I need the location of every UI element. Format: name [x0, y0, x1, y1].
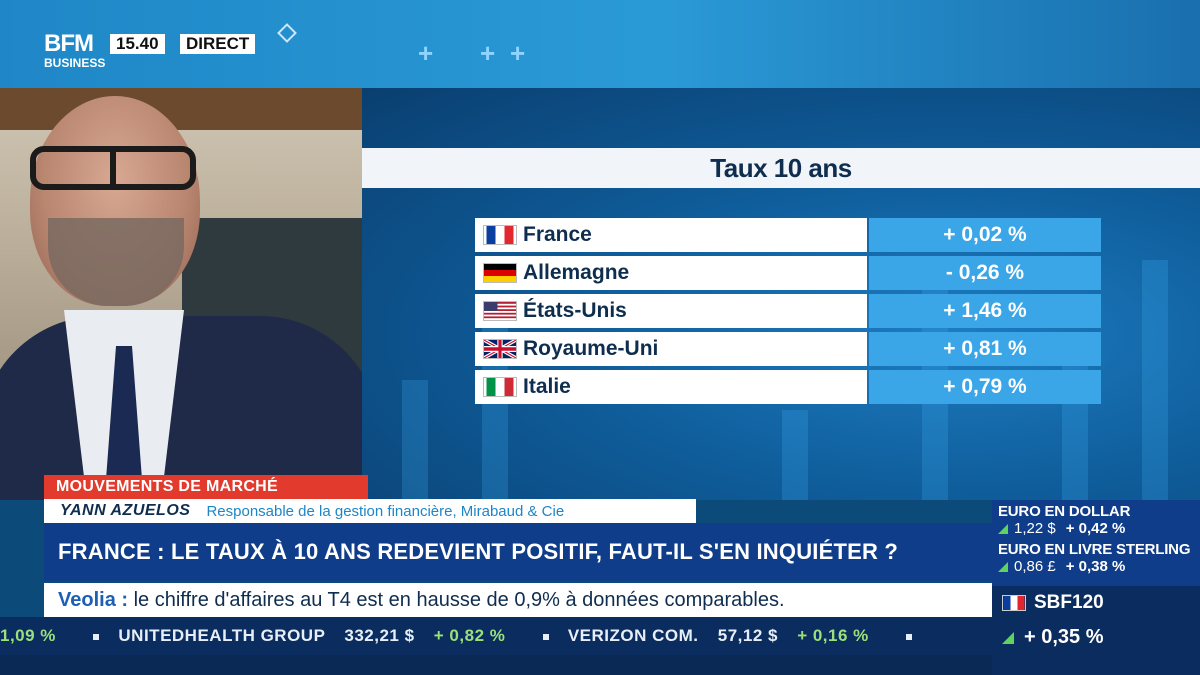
stock-ticker: 1,09 % UNITEDHEALTH GROUP 332,21 $ + 0,8… — [0, 617, 992, 655]
flag-italy-icon — [483, 377, 517, 397]
segment-tag: MOUVEMENTS DE MARCHÉ — [44, 475, 368, 499]
rate-value: + 0,02 % — [869, 218, 1101, 252]
ticker-name: UNITEDHEALTH GROUP — [118, 626, 326, 645]
eur-gbp-title: EURO EN LIVRE STERLING — [998, 541, 1191, 558]
eur-gbp-change: + 0,38 % — [1065, 558, 1126, 575]
rate-value: + 1,46 % — [869, 294, 1101, 328]
rates-table: France + 0,02 % Allemagne - 0,26 % États… — [475, 218, 1101, 408]
broadcast-time: 15.40 — [110, 34, 165, 54]
ticker-separator-icon — [93, 633, 100, 640]
guest-caption: YANN AZUELOS Responsable de la gestion f… — [44, 499, 696, 523]
ticker-change: + 0,82 % — [433, 626, 506, 645]
news-crawl: Veolia : le chiffre d'affaires au T4 est… — [44, 583, 992, 617]
index-block: SBF120 + 0,35 % — [992, 586, 1200, 675]
flag-france-icon — [1002, 595, 1026, 611]
eur-usd-title: EURO EN DOLLAR — [998, 503, 1131, 520]
eur-gbp-value: 0,86 £ — [1014, 558, 1056, 575]
ticker-item: UNITEDHEALTH GROUP 332,21 $ + 0,82 % — [118, 617, 505, 655]
plus-decoration-icon: + — [418, 38, 434, 68]
ticker-separator-icon — [906, 633, 913, 640]
rate-country: France — [523, 223, 592, 246]
guest-name: YANN AZUELOS — [60, 502, 191, 519]
headline-banner: FRANCE : LE TAUX À 10 ANS REDEVIENT POSI… — [44, 523, 992, 581]
rate-value: + 0,79 % — [869, 370, 1101, 404]
ticker-item: 1,09 % — [0, 617, 56, 655]
ticker-name: VERIZON COM. — [567, 626, 699, 645]
ticker-item: VERIZON COM. 57,12 $ + 0,16 % — [568, 617, 869, 655]
rate-row: Royaume-Uni + 0,81 % — [475, 332, 1101, 366]
eur-usd-value: 1,22 $ — [1014, 520, 1056, 537]
flag-germany-icon — [483, 263, 517, 283]
rate-value: + 0,81 % — [869, 332, 1101, 366]
channel-logo: BFM BUSINESS — [44, 32, 108, 74]
rate-row: France + 0,02 % — [475, 218, 1101, 252]
up-arrow-icon — [998, 562, 1008, 572]
guest-video-feed — [0, 88, 362, 500]
ticker-price: 57,12 $ — [717, 626, 778, 645]
rate-country: Allemagne — [523, 261, 630, 284]
ticker-change: + 0,16 % — [797, 626, 869, 645]
rates-panel-title: Taux 10 ans — [362, 148, 1200, 188]
ticker-change: 1,09 % — [0, 626, 56, 645]
guest-role: Responsable de la gestion financière, Mi… — [206, 502, 565, 520]
rate-country: Italie — [523, 375, 571, 398]
ticker-footer — [0, 655, 992, 675]
eur-usd-change: + 0,42 % — [1065, 520, 1126, 537]
rate-row: États-Unis + 1,46 % — [475, 294, 1101, 328]
up-arrow-icon — [998, 524, 1008, 534]
flag-usa-icon — [483, 301, 517, 321]
market-box: EURO EN DOLLAR 1,22 $ + 0,42 % EURO EN L… — [992, 500, 1200, 675]
live-badge: DIRECT — [180, 34, 256, 54]
index-change: + 0,35 % — [1024, 626, 1104, 648]
logo-line2: BUSINESS — [44, 56, 106, 70]
eur-usd-block: EURO EN DOLLAR 1,22 $ + 0,42 % — [992, 500, 1200, 538]
logo-line1: BFM — [44, 30, 94, 57]
rate-country: États-Unis — [523, 299, 627, 322]
flag-uk-icon — [483, 339, 517, 359]
flag-france-icon — [483, 225, 517, 245]
ticker-separator-icon — [542, 633, 549, 640]
rate-value: - 0,26 % — [869, 256, 1101, 290]
plus-decoration-icon: + — [510, 38, 526, 68]
rate-country: Royaume-Uni — [523, 337, 659, 360]
rate-row: Italie + 0,79 % — [475, 370, 1101, 404]
rate-row: Allemagne - 0,26 % — [475, 256, 1101, 290]
ticker-price: 332,21 $ — [344, 626, 415, 645]
news-text: le chiffre d'affaires au T4 est en hauss… — [133, 589, 785, 611]
up-arrow-icon — [1002, 631, 1014, 644]
eur-gbp-block: EURO EN LIVRE STERLING 0,86 £ + 0,38 % — [992, 538, 1200, 576]
index-title: SBF120 — [1034, 592, 1104, 613]
news-company: Veolia : — [58, 589, 129, 611]
plus-decoration-icon: + — [480, 38, 496, 68]
